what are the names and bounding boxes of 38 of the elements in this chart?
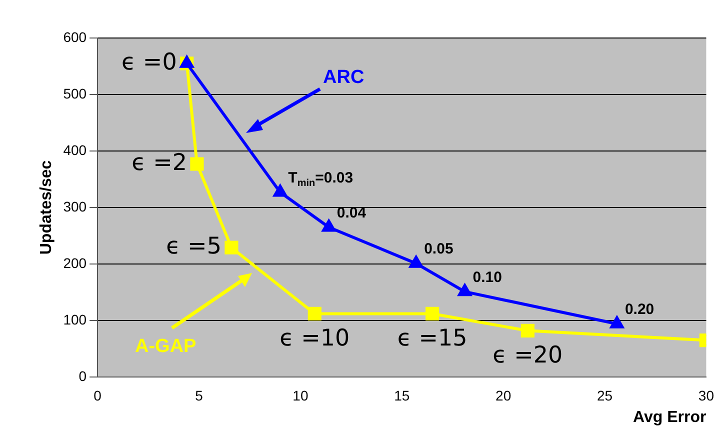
x-tick-label: 15 xyxy=(394,387,410,404)
x-tick-label: 0 xyxy=(94,387,102,404)
point xyxy=(322,220,336,232)
point xyxy=(224,240,238,254)
annotation: 0.05 xyxy=(424,240,454,258)
y-axis-title: Updates/sec xyxy=(38,160,56,255)
y-tick-label: 300 xyxy=(63,198,87,214)
x-axis-title: Avg Error xyxy=(633,408,706,426)
point xyxy=(190,157,204,171)
annotation: ϵ =15 xyxy=(397,326,468,352)
point xyxy=(308,306,322,321)
y-tick-label: 0 xyxy=(78,368,87,384)
point xyxy=(458,284,472,296)
y-tick-label: 500 xyxy=(63,85,87,102)
point xyxy=(273,184,287,197)
point xyxy=(409,256,423,268)
point xyxy=(610,316,624,328)
text: A-GAP xyxy=(135,336,197,358)
annotation: ϵ =5 xyxy=(166,234,222,260)
x-tick-label: 5 xyxy=(195,387,204,404)
x-tick-label: 30 xyxy=(698,387,714,404)
annotation: ϵ =20 xyxy=(492,342,563,369)
y-tick-label: 100 xyxy=(63,311,87,328)
annotation: 0.10 xyxy=(472,268,502,286)
annotation: 0.20 xyxy=(624,301,654,318)
x-tick-label: 20 xyxy=(496,387,512,404)
point xyxy=(180,56,194,68)
annotation: ϵ =2 xyxy=(132,150,187,176)
y-tick-label: 400 xyxy=(63,142,87,158)
x-tick-label: 25 xyxy=(596,387,613,404)
y-tick-label: 200 xyxy=(63,254,87,271)
point xyxy=(426,306,440,321)
y-tick-label: 600 xyxy=(63,28,87,45)
annotation: ϵ =10 xyxy=(280,326,350,352)
text: ARC xyxy=(323,67,364,88)
point xyxy=(520,324,534,338)
x-tick-label: 10 xyxy=(292,387,308,404)
annotation: ϵ =0 xyxy=(121,49,177,76)
